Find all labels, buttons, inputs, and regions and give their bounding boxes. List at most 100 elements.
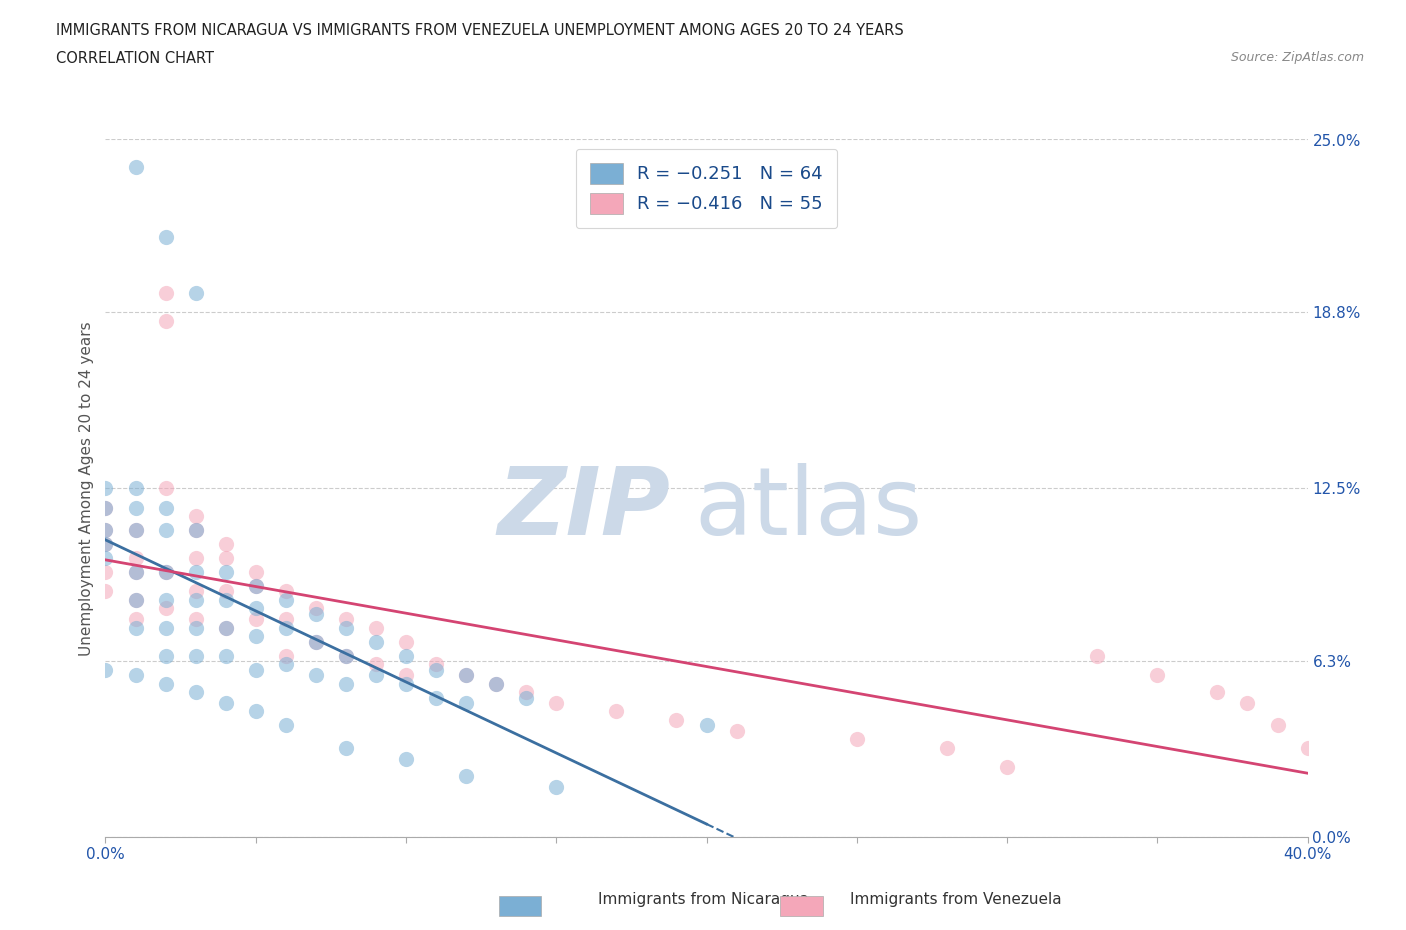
Point: [335, 648, 357, 663]
Point: [335, 676, 357, 691]
Point: [124, 500, 146, 515]
Point: [546, 779, 568, 794]
Point: [454, 668, 477, 683]
Point: [184, 612, 207, 627]
Point: [665, 712, 688, 727]
Point: [155, 286, 177, 300]
Point: [485, 676, 508, 691]
Point: [696, 718, 718, 733]
Point: [1296, 740, 1319, 755]
Point: [124, 612, 146, 627]
Point: [184, 523, 207, 538]
Point: [155, 592, 177, 607]
Point: [1267, 718, 1289, 733]
Point: [124, 523, 146, 538]
Point: [94, 500, 117, 515]
Text: IMMIGRANTS FROM NICARAGUA VS IMMIGRANTS FROM VENEZUELA UNEMPLOYMENT AMONG AGES 2: IMMIGRANTS FROM NICARAGUA VS IMMIGRANTS …: [56, 23, 904, 38]
Point: [184, 509, 207, 524]
Point: [515, 684, 537, 699]
Point: [425, 662, 447, 677]
Point: [305, 601, 328, 616]
Point: [184, 286, 207, 300]
Point: [605, 704, 627, 719]
Point: [274, 612, 297, 627]
Point: [94, 565, 117, 579]
Point: [155, 481, 177, 496]
Point: [335, 648, 357, 663]
Point: [155, 523, 177, 538]
Point: [364, 620, 387, 635]
Point: [214, 537, 236, 551]
Point: [214, 551, 236, 565]
Point: [305, 634, 328, 649]
Point: [184, 684, 207, 699]
Point: [395, 668, 418, 683]
Point: [214, 565, 236, 579]
Point: [305, 668, 328, 683]
Point: [94, 523, 117, 538]
Point: [184, 551, 207, 565]
Point: [245, 629, 267, 644]
Point: [124, 592, 146, 607]
Point: [245, 662, 267, 677]
Point: [364, 668, 387, 683]
Point: [124, 160, 146, 175]
Point: [155, 230, 177, 245]
Point: [155, 676, 177, 691]
Point: [94, 537, 117, 551]
Point: [155, 313, 177, 328]
Point: [305, 634, 328, 649]
Point: [94, 537, 117, 551]
Text: Immigrants from Nicaragua: Immigrants from Nicaragua: [598, 892, 808, 907]
Point: [274, 718, 297, 733]
Point: [335, 740, 357, 755]
Point: [274, 584, 297, 599]
Point: [124, 668, 146, 683]
Point: [305, 606, 328, 621]
Point: [454, 668, 477, 683]
Point: [124, 481, 146, 496]
Point: [395, 648, 418, 663]
Point: [94, 584, 117, 599]
Point: [245, 578, 267, 593]
Point: [274, 592, 297, 607]
Point: [395, 634, 418, 649]
Point: [515, 690, 537, 705]
Legend: R = −0.251   N = 64, R = −0.416   N = 55: R = −0.251 N = 64, R = −0.416 N = 55: [576, 149, 837, 228]
Text: atlas: atlas: [695, 463, 922, 555]
Point: [214, 620, 236, 635]
Point: [155, 601, 177, 616]
Point: [395, 751, 418, 766]
Point: [155, 565, 177, 579]
Point: [124, 551, 146, 565]
Point: [214, 648, 236, 663]
Point: [1146, 668, 1168, 683]
Point: [485, 676, 508, 691]
Point: [214, 584, 236, 599]
Point: [245, 601, 267, 616]
Point: [214, 592, 236, 607]
Point: [184, 620, 207, 635]
Point: [995, 760, 1018, 775]
Point: [214, 696, 236, 711]
Point: [94, 523, 117, 538]
Point: [94, 500, 117, 515]
Point: [274, 648, 297, 663]
Point: [335, 620, 357, 635]
Point: [1236, 696, 1258, 711]
Point: [124, 523, 146, 538]
Point: [124, 620, 146, 635]
Point: [155, 620, 177, 635]
Point: [124, 565, 146, 579]
Point: [94, 481, 117, 496]
Point: [184, 584, 207, 599]
Point: [1085, 648, 1108, 663]
Point: [155, 565, 177, 579]
Point: [364, 657, 387, 671]
Point: [155, 648, 177, 663]
Point: [274, 620, 297, 635]
Text: ZIP: ZIP: [498, 463, 671, 555]
Point: [184, 592, 207, 607]
Point: [124, 565, 146, 579]
Point: [184, 565, 207, 579]
